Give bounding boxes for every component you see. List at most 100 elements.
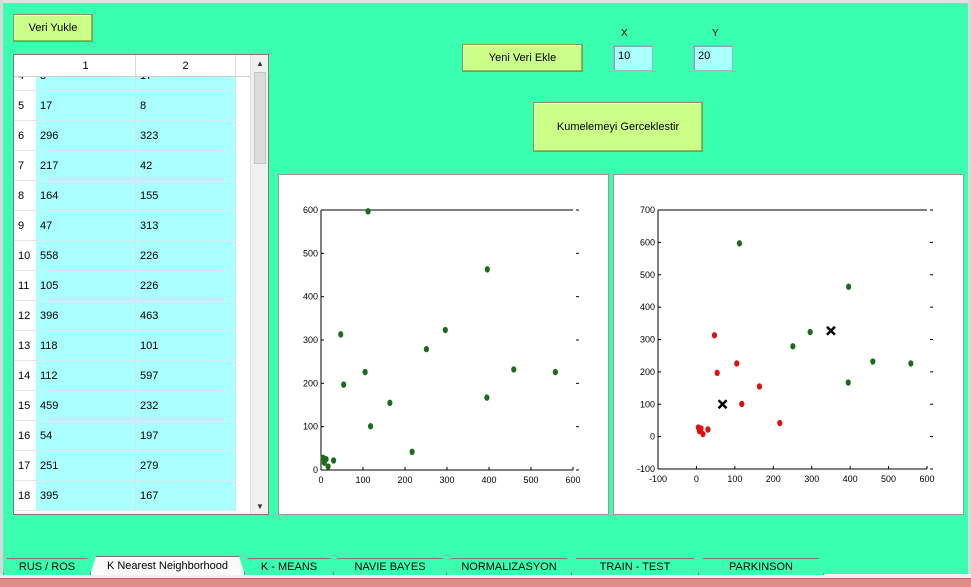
table-row[interactable]: 6 296 323 [14, 121, 250, 151]
data-point [705, 426, 711, 433]
x-tick-label: 600 [919, 474, 934, 484]
cell-col-2[interactable]: 279 [136, 451, 236, 481]
x-tick-label: 600 [565, 475, 580, 485]
y-tick-label: -100 [637, 464, 655, 474]
tab-kmeans[interactable]: K - MEANS [244, 558, 334, 575]
window-right-border [968, 0, 971, 587]
run-clustering-button[interactable]: Kumelemeyi Gerceklestir [533, 102, 703, 152]
load-data-button[interactable]: Veri Yukle [13, 14, 93, 42]
table-row[interactable]: 8 164 155 [14, 181, 250, 211]
cell-col-1[interactable]: 217 [36, 151, 136, 181]
cell-col-1[interactable]: 164 [36, 181, 136, 211]
cell-col-1[interactable]: 296 [36, 121, 136, 151]
table-row[interactable]: 11 105 226 [14, 271, 250, 301]
row-number: 6 [14, 121, 36, 151]
data-point [442, 326, 448, 334]
data-point [484, 266, 490, 273]
tab-parkinson[interactable]: PARKINSON [698, 558, 824, 575]
raw-data-scatter-plot: 0 100 200 300 400 500 600 0 100 200 300 400 500 600 [303, 205, 581, 485]
cell-col-2[interactable]: 232 [136, 391, 236, 421]
table-row[interactable]: 5 17 8 [14, 91, 250, 121]
scroll-down-icon[interactable]: ▼ [256, 501, 264, 511]
data-grid[interactable]: 1 2 481751786296323721742816415594731310… [13, 54, 269, 515]
table-row[interactable]: 12 396 463 [14, 301, 250, 331]
cell-col-2[interactable]: 197 [136, 421, 236, 451]
table-row[interactable]: 10 558 226 [14, 241, 250, 271]
grid-body: 4817517862963237217428164155947313105582… [14, 77, 250, 514]
scroll-up-icon[interactable]: ▲ [256, 58, 264, 68]
y-input[interactable]: 20 [693, 45, 733, 71]
cell-col-2[interactable]: 155 [136, 181, 236, 211]
tab-normalizasyon[interactable]: NORMALIZASYON [446, 558, 572, 575]
tab-train-test[interactable]: TRAIN - TEST [571, 558, 699, 575]
table-row[interactable]: 18 395 167 [14, 481, 250, 511]
vertical-scrollbar[interactable]: ▲ ▼ [250, 55, 268, 514]
cell-col-2[interactable]: 463 [136, 301, 236, 331]
row-number: 10 [14, 241, 36, 271]
data-point [790, 343, 796, 350]
cell-col-1[interactable]: 459 [36, 391, 136, 421]
cell-col-2[interactable]: 167 [136, 481, 236, 511]
x-input[interactable]: 10 [613, 45, 653, 71]
cell-col-1[interactable]: 251 [36, 451, 136, 481]
clustered-scatter-plot: -100 0 100 200 300 400 500 600 700 -100 0 100 200 300… [637, 205, 935, 484]
cell-col-1[interactable]: 112 [36, 361, 136, 391]
add-data-button[interactable]: Yeni Veri Ekle [462, 44, 583, 72]
row-number: 5 [14, 91, 36, 121]
cell-col-2[interactable]: 226 [136, 241, 236, 271]
data-point [807, 328, 813, 336]
y-tick-label: 600 [640, 237, 655, 247]
cell-col-1[interactable]: 105 [36, 271, 136, 301]
x-tick-label: 500 [881, 474, 896, 484]
cell-col-1[interactable]: 558 [36, 241, 136, 271]
table-row[interactable]: 9 47 313 [14, 211, 250, 241]
cell-col-1[interactable]: 395 [36, 481, 136, 511]
data-point [362, 368, 368, 376]
cell-col-2[interactable]: 101 [136, 331, 236, 361]
x-tick-label: 100 [727, 474, 742, 484]
scrollbar-thumb[interactable] [254, 72, 266, 164]
x-tick-label: 300 [804, 474, 819, 484]
tab-naive-bayes[interactable]: NAVIE BAYES [333, 558, 447, 575]
table-row[interactable]: 16 54 197 [14, 421, 250, 451]
x-tick-label: 400 [481, 475, 496, 485]
table-row[interactable]: 13 118 101 [14, 331, 250, 361]
x-tick-label: 200 [397, 475, 412, 485]
cell-col-2[interactable]: 42 [136, 151, 236, 181]
cell-col-2[interactable]: 17 [136, 77, 236, 91]
table-row[interactable]: 7 217 42 [14, 151, 250, 181]
data-point [338, 331, 344, 338]
table-row[interactable]: 15 459 232 [14, 391, 250, 421]
column-header-1[interactable]: 1 [36, 55, 136, 76]
tab-knn[interactable]: K Nearest Neighborhood [90, 556, 245, 575]
x-label: X [621, 28, 628, 39]
data-point [739, 400, 745, 408]
column-header-2[interactable]: 2 [136, 55, 236, 76]
cell-col-1[interactable]: 396 [36, 301, 136, 331]
data-point [387, 399, 393, 407]
cell-col-2[interactable]: 313 [136, 211, 236, 241]
cell-col-2[interactable]: 597 [136, 361, 236, 391]
cell-col-2[interactable]: 226 [136, 271, 236, 301]
data-point [711, 332, 718, 339]
y-tick-label: 0 [313, 465, 318, 475]
cell-col-1[interactable]: 118 [36, 331, 136, 361]
tab-rus-ros[interactable]: RUS / ROS [3, 558, 91, 575]
table-row[interactable]: 4817 [14, 77, 250, 91]
row-number: 14 [14, 361, 36, 391]
table-row[interactable]: 14 112 597 [14, 361, 250, 391]
cell-col-2[interactable]: 323 [136, 121, 236, 151]
data-point [423, 345, 430, 353]
data-point [736, 240, 743, 247]
cell-col-1[interactable]: 54 [36, 421, 136, 451]
cell-col-1[interactable]: 8 [36, 77, 136, 91]
cell-col-1[interactable]: 47 [36, 211, 136, 241]
cell-col-1[interactable]: 17 [36, 91, 136, 121]
cell-col-2[interactable]: 8 [136, 91, 236, 121]
x-tick-label: 400 [843, 474, 858, 484]
table-row[interactable]: 17 251 279 [14, 451, 250, 481]
row-number: 13 [14, 331, 36, 361]
data-point [870, 358, 876, 365]
data-point [697, 426, 703, 434]
row-number: 4 [14, 77, 36, 91]
